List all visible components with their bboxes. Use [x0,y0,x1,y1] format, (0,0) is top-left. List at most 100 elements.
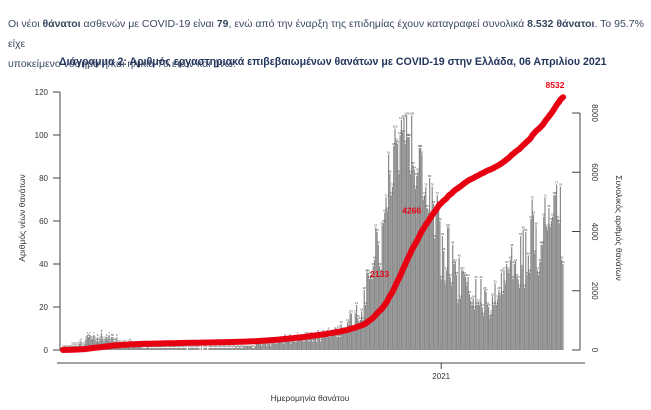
bar [173,347,176,350]
bar-value-label: 63 [532,211,536,215]
bar [418,147,420,350]
bar-value-label: 65 [386,206,390,210]
bar-value-label: 21 [492,301,496,305]
bar-value-label: 6 [339,333,341,337]
bar-value-label: 1 [193,344,195,348]
bar-value-label: 17 [349,309,353,313]
bar [243,345,245,350]
bar [327,330,329,350]
bar-value-label: 35 [369,271,373,275]
bar-value-label: 70 [422,196,426,200]
bar [341,330,344,350]
bar [326,332,328,350]
bar [261,345,263,350]
bar-value-label: 7 [87,331,89,335]
bar-value-label: 36 [365,269,369,273]
bar [200,347,203,350]
bar-value-label: 6 [88,333,90,337]
bar [258,343,260,350]
bar-value-label: 16 [482,312,486,316]
bar [372,266,374,350]
bar [473,309,476,350]
bar-value-label: 35 [455,271,459,275]
bar-value-label: 3 [84,340,86,344]
bar-value-label: 62 [542,213,546,217]
bar-value-label: 36 [379,269,383,273]
bar [430,218,432,350]
bar [530,218,532,350]
bar-value-label: 12 [340,320,344,324]
bar-value-label: 1 [190,344,192,348]
cumulative-deaths-line [60,94,566,353]
bar-value-label: 1 [189,344,191,348]
bar [300,339,303,350]
bar [229,347,231,350]
bar-value-label: 109 [404,112,409,116]
left-axis-tick-label: 0 [44,346,49,355]
bar-value-label: 25 [491,292,495,296]
bar-value-label: 3 [125,340,127,344]
bar [423,195,426,350]
summary-text: ασθενών με COVID-19 είναι [80,17,217,30]
bar-value-label: 76 [559,183,563,187]
bar [177,347,179,350]
bar [141,347,144,350]
bar [370,274,372,350]
bar-value-label: 53 [441,232,445,236]
bar [539,261,541,350]
bar-value-label: 22 [456,299,460,303]
bar [281,341,283,350]
bar [354,313,356,350]
bar-value-label: 3 [119,340,121,344]
bar-value-label: 52 [433,234,437,238]
bar [475,279,477,350]
bar-value-label: 17 [350,309,354,313]
bar-value-label: 1 [230,344,232,348]
bar [476,304,478,350]
bar-value-label: 72 [423,191,427,195]
bar [525,231,527,350]
bar-value-label: 15 [356,314,360,318]
bar-value-label: 49 [451,241,455,245]
bar [390,195,392,350]
bar-value-label: 26 [468,290,472,294]
bar [138,345,140,350]
bar [167,347,169,350]
bar [80,341,82,350]
bar [158,347,160,350]
bar-value-label: 108 [401,114,406,118]
bar-value-label: 57 [447,223,451,227]
bar [290,343,292,350]
bar [248,345,250,350]
bar [549,227,551,350]
bar-value-label: 61 [556,215,560,219]
final-total-label: 8532 [546,80,565,90]
bar [195,347,197,350]
bar [85,339,87,350]
bar [466,285,468,350]
bar-value-label: 99 [406,133,410,137]
bar [534,253,536,350]
bar [484,289,486,350]
bar [132,345,135,350]
bar [253,347,255,350]
bar-value-label: 68 [432,200,436,204]
bar [420,147,422,350]
bar-value-label: 35 [537,271,541,275]
bar [223,347,226,350]
bar-value-label: 40 [505,260,509,264]
bar-value-label: 56 [546,226,550,230]
bar [546,229,549,350]
bar [468,294,470,350]
bar-value-label: 1 [62,344,64,348]
bar [88,337,90,350]
bar [157,347,159,350]
bar [246,345,249,350]
bar [470,300,472,350]
bar-value-label: 1 [70,344,72,348]
bar-value-label: 2 [71,342,73,346]
bar [238,347,240,350]
bar [204,347,206,350]
bar-value-label: 55 [375,228,379,232]
